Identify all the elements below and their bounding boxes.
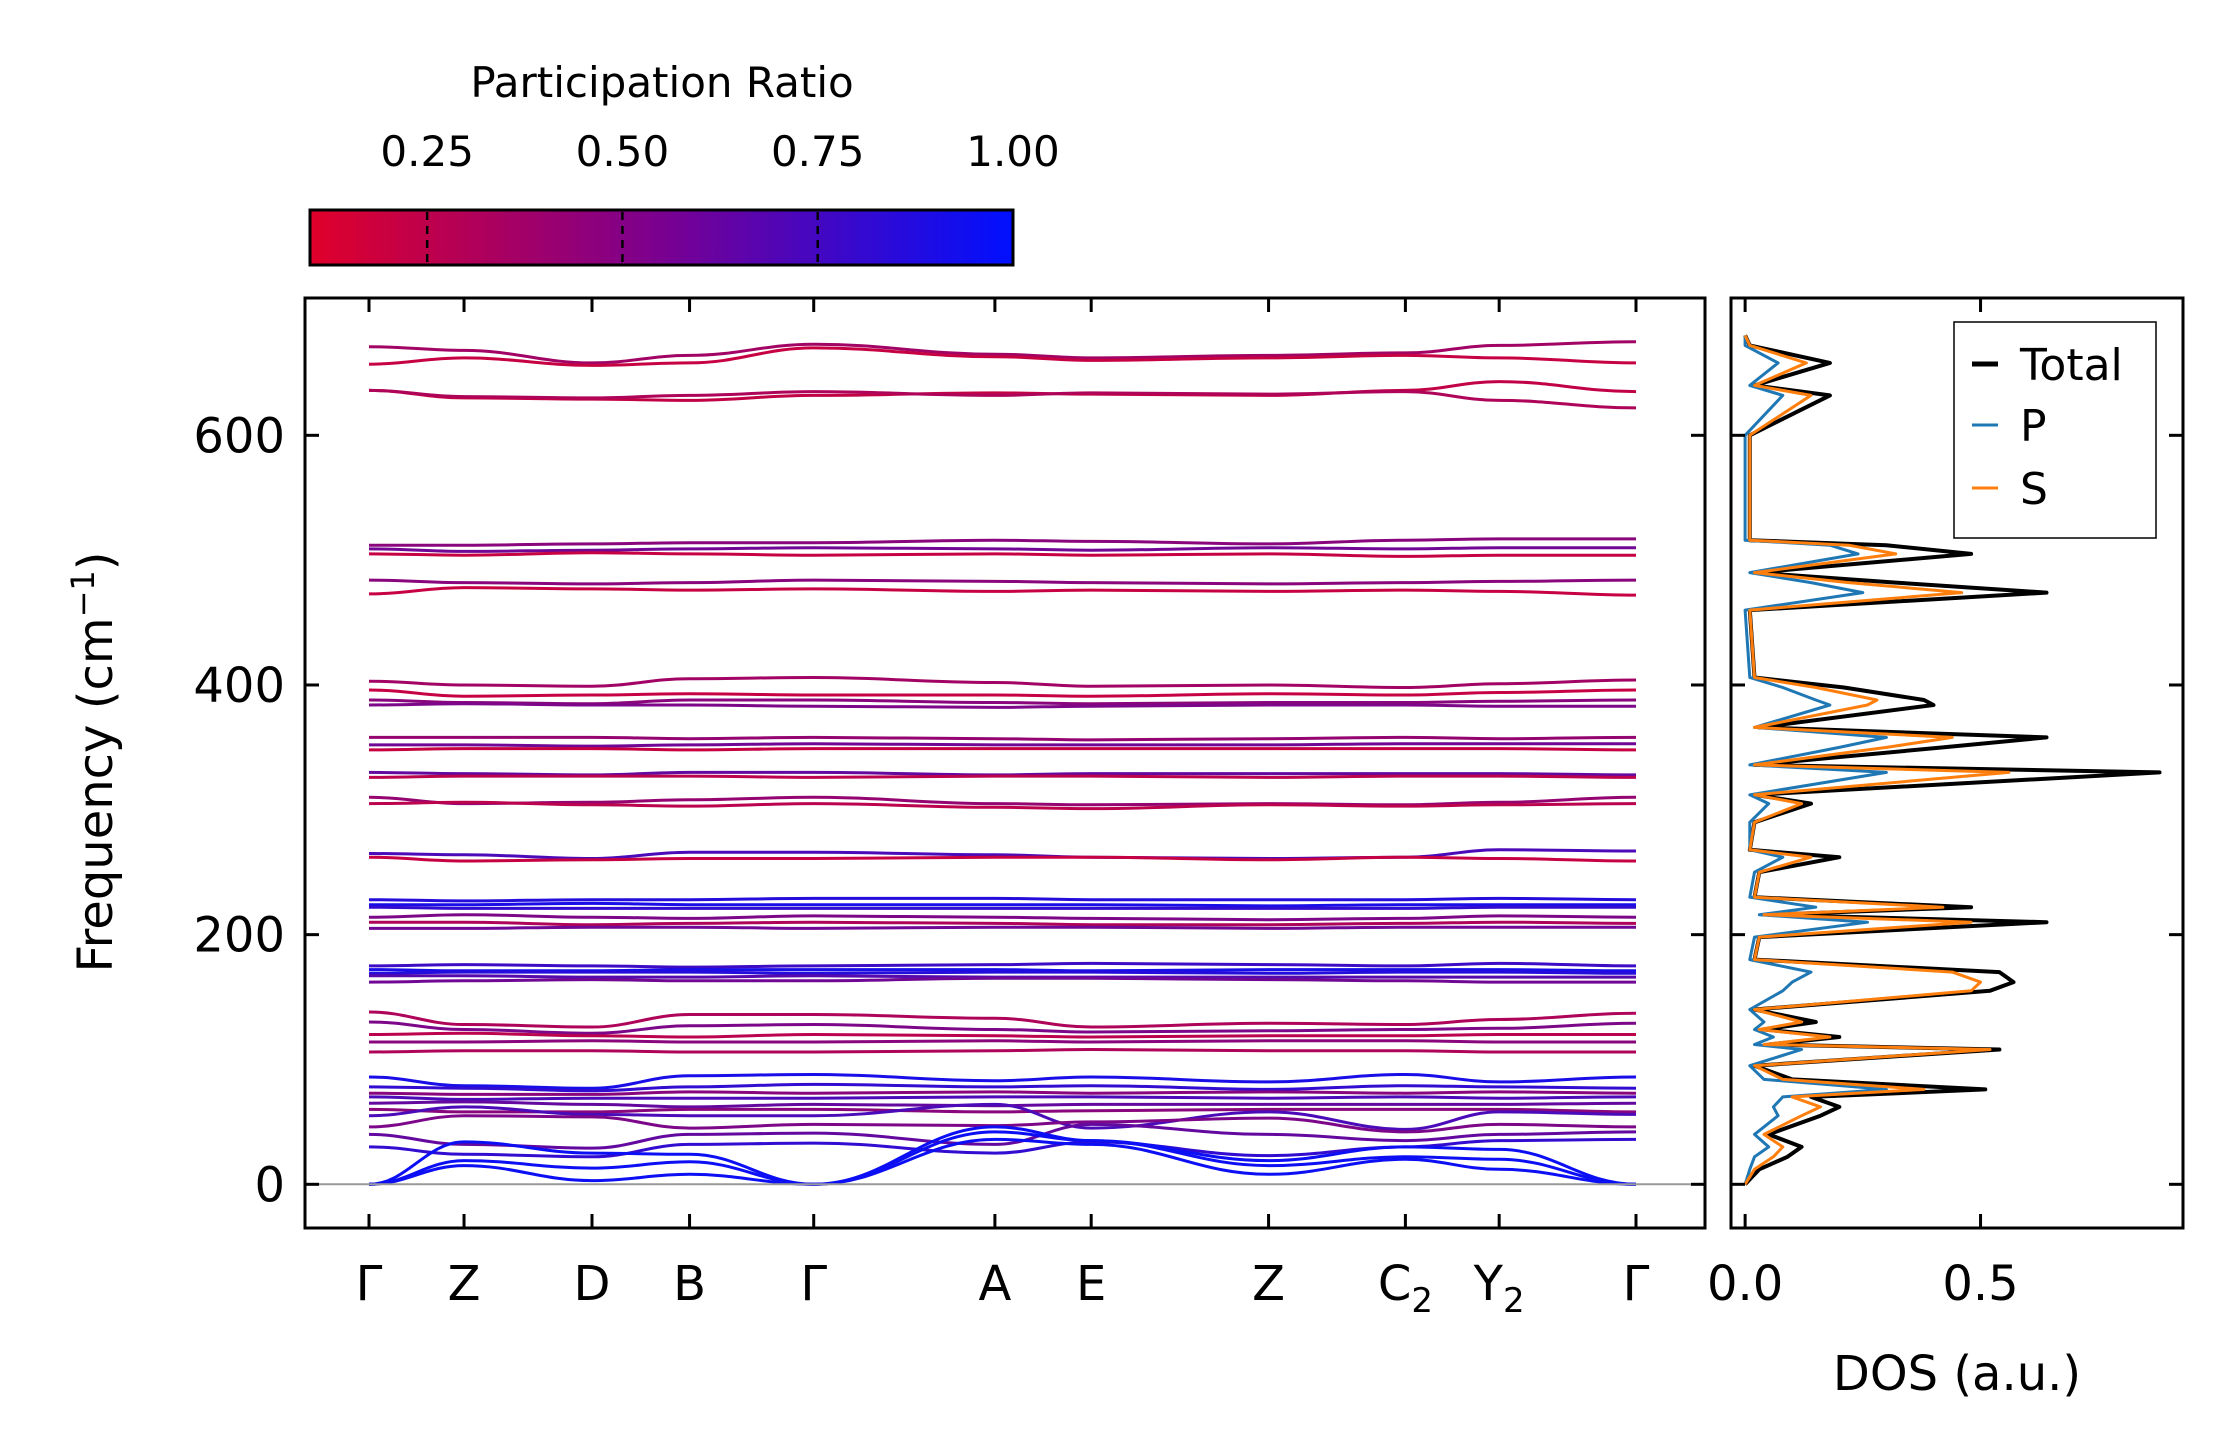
phonon-band	[368, 388, 1637, 410]
phonon-band	[368, 551, 1636, 558]
phonon-band	[369, 920, 1637, 927]
dos-y-ticks	[1731, 433, 2183, 1186]
phonon-band	[368, 913, 1637, 922]
phonon-band	[368, 578, 1637, 586]
phonon-band	[368, 770, 1637, 777]
phonon-band	[369, 925, 1636, 930]
dos-x-ticks: 0.0 0.5	[1707, 298, 2019, 1312]
colorbar-tick-label: 0.50	[576, 127, 670, 176]
phonon-band	[368, 1122, 1637, 1150]
phonon-band	[368, 970, 1637, 975]
phonon-band	[368, 702, 1636, 709]
phonon-band	[369, 537, 1636, 547]
k-point-label: Γ	[356, 1256, 383, 1312]
phonon-band	[368, 800, 1637, 811]
phonon-band	[368, 688, 1637, 698]
colorbar-gradient	[308, 208, 1015, 267]
phonon-band	[368, 586, 1637, 597]
phonon-band	[368, 1130, 1637, 1186]
k-point-label: C2	[1378, 1256, 1433, 1321]
phonon-band	[368, 1010, 1637, 1029]
phonon-band	[368, 1082, 1637, 1093]
phonon-band	[368, 905, 1636, 910]
phonon-band	[368, 1047, 1636, 1054]
legend-s-label: S	[2020, 464, 2048, 515]
phonon-band	[368, 1095, 1637, 1101]
phonon-band	[368, 747, 1637, 752]
dos-panel: 0.0 0.5 DOS (a.u.) Total P S	[1707, 296, 2185, 1402]
phonon-band	[368, 896, 1637, 903]
dos-legend: Total P S	[1953, 321, 2157, 539]
k-point-label: Z	[448, 1256, 481, 1312]
colorbar-tick-label: 1.00	[966, 127, 1060, 176]
colorbar-tick-label: 0.75	[771, 127, 865, 176]
dos-x-tick-label: 0.5	[1942, 1256, 2018, 1312]
band-y-ticks: 0 200 400 600	[193, 408, 1705, 1213]
k-point-label: D	[574, 1256, 611, 1312]
band-lines	[368, 340, 1637, 1186]
dos-series-s	[1743, 334, 2011, 1186]
colorbar-ticks: 0.25 0.50 0.75 1.00	[380, 127, 1060, 263]
phonon-band	[368, 1031, 1636, 1039]
phonon-band	[368, 1020, 1637, 1035]
dos-plot-frame	[1729, 296, 2185, 1230]
y-tick-label: 200	[193, 908, 285, 964]
legend-total-label: Total	[2019, 340, 2123, 391]
band-x-ticks: Γ Z D B Γ A E Z C2 Y2 Γ	[356, 298, 1650, 1321]
phonon-band	[368, 774, 1637, 779]
phonon-band	[368, 742, 1636, 748]
phonon-band	[368, 1039, 1636, 1044]
phonon-band	[368, 675, 1637, 690]
phonon-band	[368, 855, 1637, 863]
y-axis-title: Frequency (cm−1)	[64, 551, 124, 972]
dos-lines	[1743, 334, 2162, 1186]
y-tick-label: 600	[193, 408, 285, 464]
colorbar-title: Participation Ratio	[470, 58, 853, 107]
phonon-band	[368, 546, 1636, 553]
phonon-band	[369, 901, 1636, 908]
phonon-band	[368, 1072, 1637, 1090]
k-point-label: E	[1076, 1256, 1106, 1312]
band-structure-panel: 0 200 400 600 Γ Z D B Γ A E Z C2 Y2 Γ Frequency (cm−1…	[64, 296, 1707, 1321]
phonon-band	[369, 735, 1637, 742]
phonon-band	[368, 346, 1637, 367]
phonon-band	[368, 698, 1637, 706]
colorbar: Participation Ratio 0.25 0.50 0.75 1.00	[308, 58, 1060, 267]
k-point-label: Γ	[1623, 1256, 1650, 1312]
dos-x-tick-label: 0.0	[1707, 1256, 1783, 1312]
phonon-band	[368, 1102, 1637, 1131]
legend-box	[1953, 321, 2157, 539]
phonon-band	[368, 1090, 1637, 1096]
k-point-label: Z	[1252, 1256, 1285, 1312]
y-tick-label: 0	[254, 1157, 285, 1213]
y-tick-label: 400	[193, 658, 285, 714]
phonon-band	[368, 1137, 1637, 1186]
phonon-band	[368, 976, 1636, 984]
phonon-band	[368, 961, 1637, 969]
colorbar-tick-label: 0.25	[380, 127, 474, 176]
band-plot-frame	[303, 296, 1707, 1230]
phonon-band	[368, 1125, 1637, 1186]
y-axis-title-sup: −1	[64, 570, 102, 617]
dos-x-axis-title: DOS (a.u.)	[1833, 1346, 2081, 1402]
k-point-label: Y2	[1473, 1256, 1525, 1321]
k-point-label: Γ	[800, 1256, 827, 1312]
phonon-band	[368, 340, 1637, 365]
k-point-label: A	[978, 1256, 1011, 1312]
k-point-label: B	[673, 1256, 706, 1312]
legend-p-label: P	[2020, 401, 2047, 452]
phonon-band	[368, 1107, 1637, 1114]
